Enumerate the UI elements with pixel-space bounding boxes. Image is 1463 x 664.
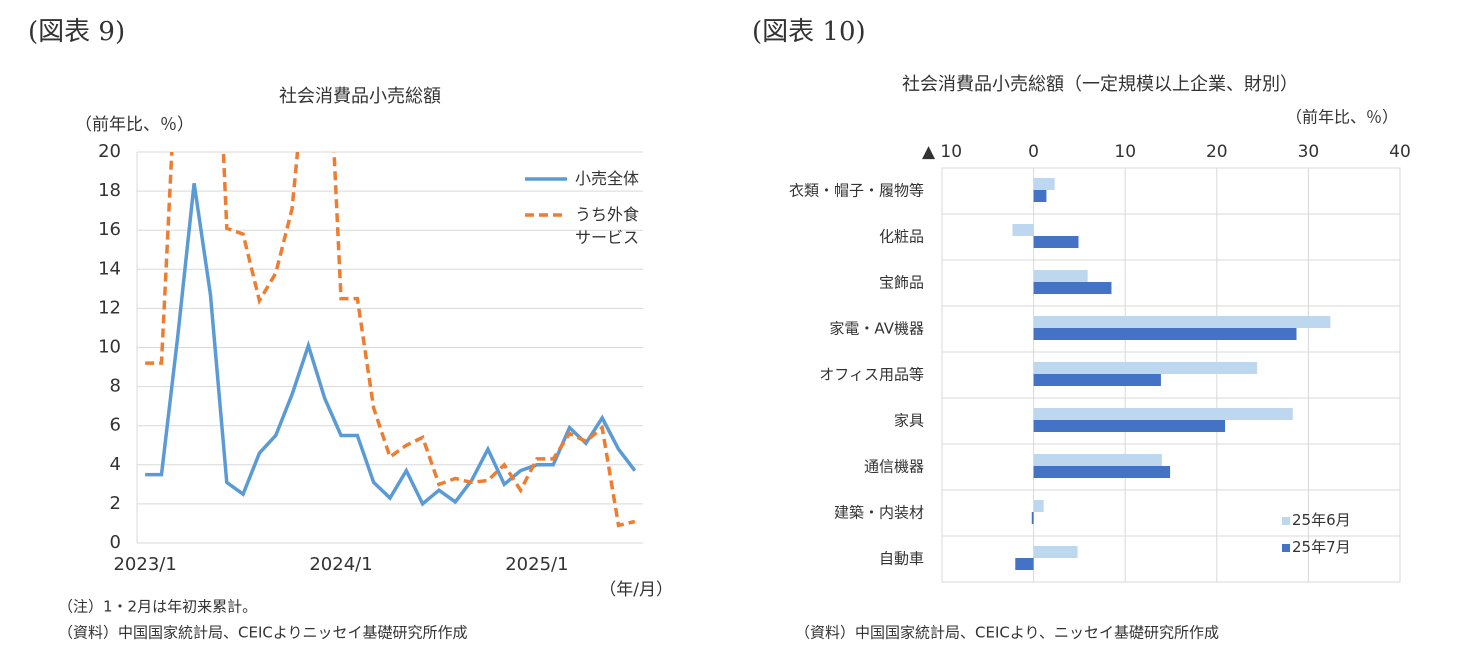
note: （資料）中国国家統計局、CEICよりニッセイ基礎研究所作成 [58,624,468,642]
note: （注）1・2月は年初来累計。 [58,598,257,616]
y-tick-label: 8 [110,376,121,397]
x-axis-label: （前年比、％） [1286,108,1398,127]
y-tick-label: 12 [98,297,121,318]
legend-label: うち外食 サービス [575,205,640,247]
x-axis-label: （年/月） [599,580,673,600]
y-tick-label: 2 [110,493,121,514]
bar [1033,328,1297,340]
legend-label: 25年6月 [1292,511,1351,529]
y-tick-label: 0 [110,532,121,553]
x-tick-label: 20 [1206,142,1228,162]
x-tick-label: 2023/1 [113,554,176,575]
x-tick-label: 30 [1298,142,1320,162]
bar [1033,466,1171,478]
bar [1033,178,1055,190]
bar [1033,190,1047,202]
y-tick-label: 宝飾品 [879,274,924,292]
y-tick-label: 6 [110,415,121,436]
y-tick-label: オフィス用品等 [819,366,924,384]
y-tick-label: 建築・内装材 [834,504,924,522]
y-tick-label: 16 [98,219,121,240]
y-tick-label: 家具 [894,412,924,430]
bar [1033,420,1226,432]
bar [1033,236,1079,248]
y-tick-label: 通信機器 [864,458,924,476]
y-tick-label: 自動車 [879,550,924,568]
bar [1033,500,1044,512]
bar [1033,408,1293,420]
x-tick-label: ▲ 10 [922,142,962,162]
y-tick-label: 家電・AV機器 [829,320,924,338]
legend-label: 小売全体 [575,169,640,188]
bar [1015,558,1034,570]
y-tick-label: 化粧品 [879,228,924,246]
legend-label: 25年7月 [1292,538,1351,556]
bar [1031,512,1034,524]
figure-label: (図表 9) [28,17,125,47]
y-tick-label: 4 [110,454,121,475]
chart-title: 社会消費品小売総額（一定規模以上企業、財別） [902,74,1298,95]
x-tick-label: 10 [1114,142,1136,162]
x-tick-label: 2025/1 [505,554,568,575]
y-axis-label: （前年比、％） [75,115,194,135]
figure-label: (図表 10) [752,17,866,47]
note: （資料）中国国家統計局、CEICより、ニッセイ基礎研究所作成 [795,624,1219,642]
y-tick-label: 20 [98,141,121,162]
bar [1012,224,1034,236]
series-line [145,183,637,507]
legend-swatch [1282,544,1290,552]
y-tick-label: 14 [98,258,121,279]
chart-title: 社会消費品小売総額 [279,86,441,107]
bar [1033,316,1331,328]
legend-swatch [1282,517,1290,525]
x-tick-label: 2024/1 [309,554,372,575]
bar [1033,546,1078,558]
bar [1033,374,1161,386]
y-tick-label: 10 [98,337,121,358]
bar [1033,362,1258,374]
bar [1033,270,1088,282]
x-tick-label: 40 [1389,142,1411,162]
x-tick-label: 0 [1028,142,1039,162]
bar [1033,454,1162,466]
bar [1033,282,1112,294]
y-tick-label: 18 [98,180,121,201]
series-line [145,152,636,528]
y-tick-label: 衣類・帽子・履物等 [789,182,924,200]
